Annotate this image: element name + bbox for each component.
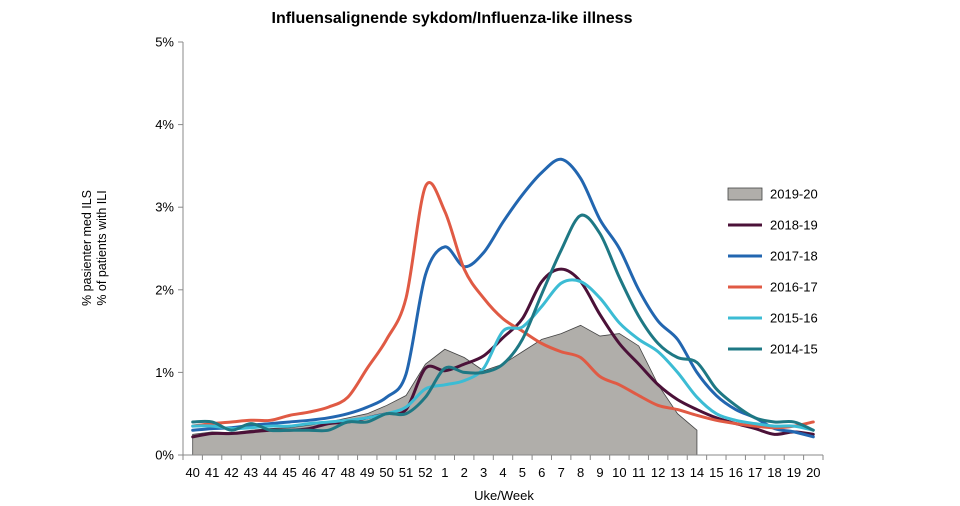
series-line-2016-17 xyxy=(191,181,815,430)
legend-label: 2018-19 xyxy=(770,218,818,233)
legend-item-2019-20: 2019-20 xyxy=(727,187,818,202)
y-tick-label: 2% xyxy=(155,282,174,297)
series-layer xyxy=(191,157,815,456)
x-tick-label: 4 xyxy=(499,465,506,480)
x-tick-label: 8 xyxy=(577,465,584,480)
x-tick-label: 17 xyxy=(748,465,762,480)
legend-item-2015-16: 2015-16 xyxy=(728,311,818,326)
x-axis-label: Uke/Week xyxy=(474,488,534,503)
x-tick-label: 49 xyxy=(360,465,374,480)
x-tick-label: 43 xyxy=(244,465,258,480)
y-axis-label-line1: % pasienter med ILS xyxy=(80,190,94,306)
y-tick-label: 5% xyxy=(155,35,174,50)
axes-layer: 0%1%2%3%4%5%40 41 42 43 44 45 46 47 48 49 50 51 52 1 2… xyxy=(155,35,824,480)
legend-label: 2016-17 xyxy=(770,280,818,295)
x-tick-label: 42 xyxy=(224,465,238,480)
legend-label: 2019-20 xyxy=(770,187,818,202)
x-tick-label: 3 xyxy=(480,465,487,480)
x-tick-label: 1 xyxy=(441,465,448,480)
x-tick-label: 44 xyxy=(263,465,277,480)
x-tick-label: 5 xyxy=(519,465,526,480)
x-tick-label: 18 xyxy=(767,465,781,480)
x-tick-label: 51 xyxy=(399,465,413,480)
x-tick-label: 46 xyxy=(302,465,316,480)
legend-swatch xyxy=(727,187,763,201)
x-tick-label: 20 xyxy=(806,465,820,480)
x-tick-label: 50 xyxy=(379,465,393,480)
x-tick-label: 14 xyxy=(690,465,704,480)
x-tick-label: 7 xyxy=(558,465,565,480)
legend-label: 2014-15 xyxy=(770,342,818,357)
x-tick-label: 47 xyxy=(321,465,335,480)
x-tick-label: 48 xyxy=(341,465,355,480)
x-tick-label: 2 xyxy=(461,465,468,480)
x-tick-label: 19 xyxy=(787,465,801,480)
x-tick-label: 45 xyxy=(282,465,296,480)
series-line-2015-16 xyxy=(191,278,815,432)
x-tick-label: 9 xyxy=(596,465,603,480)
legend-label: 2015-16 xyxy=(770,311,818,326)
x-tick-label: 6 xyxy=(538,465,545,480)
x-tick-label: 10 xyxy=(612,465,626,480)
legend-item-2016-17: 2016-17 xyxy=(728,280,818,295)
y-tick-label: 0% xyxy=(155,448,174,463)
x-tick-label: 13 xyxy=(670,465,684,480)
x-tick-label: 15 xyxy=(709,465,723,480)
y-tick-label: 1% xyxy=(155,365,174,380)
legend-label: 2017-18 xyxy=(770,249,818,264)
legend-item-2017-18: 2017-18 xyxy=(728,249,818,264)
x-tick-label: 16 xyxy=(728,465,742,480)
x-tick-label: 12 xyxy=(651,465,665,480)
x-tick-label: 11 xyxy=(632,465,646,480)
y-tick-label: 3% xyxy=(155,200,174,215)
legend-item-2018-19: 2018-19 xyxy=(728,218,818,233)
x-tick-label: 40 xyxy=(185,465,199,480)
y-axis-label-line2: % of patients with ILI xyxy=(95,190,109,305)
chart-title: Influensalignende sykdom/Influenza-like … xyxy=(272,10,633,27)
series-line-2014-15 xyxy=(191,213,815,433)
x-tick-label: 52 xyxy=(418,465,432,480)
x-tick-label: 41 xyxy=(205,465,219,480)
legend-item-2014-15: 2014-15 xyxy=(728,342,818,357)
y-axis-label: % pasienter med ILS % of patients with I… xyxy=(80,190,109,306)
legend: 2019-20 2018-19 2017-18 2016-17 2015-16 2014-… xyxy=(727,187,818,357)
y-tick-label: 4% xyxy=(155,117,174,132)
series-line-2017-18 xyxy=(191,157,815,439)
